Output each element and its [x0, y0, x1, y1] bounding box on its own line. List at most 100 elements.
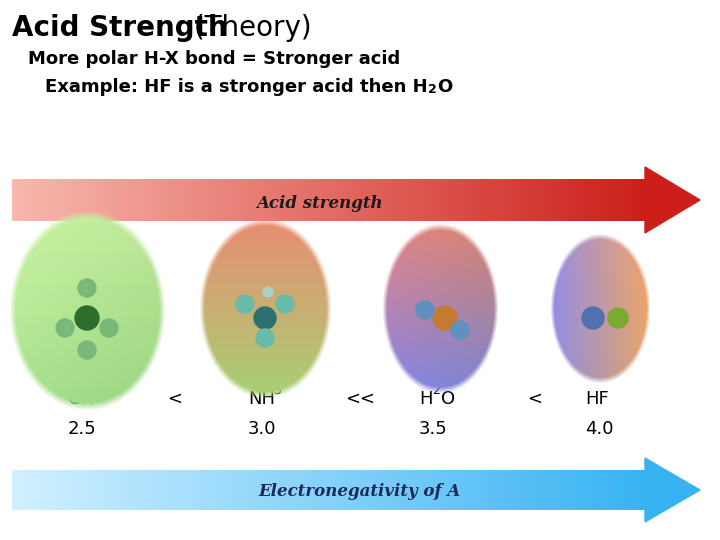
Bar: [406, 470, 408, 510]
Bar: [96, 179, 99, 221]
Bar: [330, 470, 332, 510]
Bar: [512, 179, 514, 221]
Bar: [99, 179, 102, 221]
Bar: [298, 179, 300, 221]
Bar: [78, 470, 80, 510]
Bar: [112, 179, 114, 221]
Bar: [109, 470, 112, 510]
Bar: [454, 470, 457, 510]
Bar: [575, 470, 577, 510]
Bar: [427, 470, 430, 510]
Text: 2: 2: [428, 83, 437, 96]
Bar: [298, 470, 300, 510]
Bar: [567, 179, 570, 221]
Circle shape: [236, 295, 254, 313]
Bar: [94, 179, 97, 221]
Bar: [361, 470, 364, 510]
Bar: [382, 470, 385, 510]
Bar: [65, 179, 68, 221]
Bar: [245, 179, 248, 221]
Bar: [283, 470, 286, 510]
Bar: [344, 470, 347, 510]
Bar: [366, 179, 368, 221]
Bar: [594, 179, 597, 221]
Bar: [528, 179, 531, 221]
Bar: [348, 179, 351, 221]
Bar: [213, 179, 216, 221]
Bar: [541, 470, 544, 510]
Bar: [510, 470, 512, 510]
Bar: [490, 179, 493, 221]
Bar: [310, 179, 313, 221]
Circle shape: [100, 319, 118, 337]
Bar: [384, 470, 387, 510]
Bar: [200, 179, 203, 221]
Bar: [175, 179, 178, 221]
Bar: [179, 179, 182, 221]
Bar: [418, 179, 421, 221]
Bar: [438, 470, 440, 510]
Bar: [228, 470, 230, 510]
Bar: [387, 470, 390, 510]
Bar: [448, 179, 451, 221]
Bar: [446, 470, 449, 510]
Bar: [391, 470, 394, 510]
Bar: [531, 470, 534, 510]
Bar: [67, 470, 70, 510]
Bar: [598, 179, 601, 221]
Bar: [69, 470, 72, 510]
Bar: [266, 470, 269, 510]
Bar: [186, 179, 188, 221]
Bar: [384, 179, 387, 221]
Bar: [643, 179, 646, 221]
Bar: [459, 179, 462, 221]
Bar: [319, 179, 322, 221]
Bar: [620, 179, 622, 221]
Bar: [438, 179, 440, 221]
Bar: [281, 179, 284, 221]
Bar: [374, 470, 377, 510]
Bar: [264, 470, 266, 510]
Text: HF: HF: [585, 390, 608, 408]
Bar: [505, 179, 508, 221]
Bar: [533, 179, 536, 221]
Bar: [143, 470, 146, 510]
Text: H: H: [419, 390, 433, 408]
Bar: [260, 470, 262, 510]
Text: Example: HF is a stronger acid then H: Example: HF is a stronger acid then H: [45, 78, 428, 96]
Bar: [89, 470, 91, 510]
Bar: [217, 179, 220, 221]
Bar: [336, 179, 338, 221]
Bar: [177, 179, 180, 221]
Bar: [253, 470, 256, 510]
Bar: [463, 179, 466, 221]
Text: (Theory): (Theory): [185, 14, 312, 42]
Bar: [541, 179, 544, 221]
Bar: [370, 179, 372, 221]
Bar: [429, 179, 432, 221]
Bar: [215, 179, 218, 221]
Bar: [141, 470, 144, 510]
Bar: [217, 470, 220, 510]
Bar: [524, 179, 527, 221]
Bar: [114, 470, 116, 510]
Bar: [105, 470, 108, 510]
Bar: [90, 470, 93, 510]
Bar: [35, 179, 38, 221]
Bar: [272, 179, 275, 221]
Circle shape: [416, 301, 434, 319]
Bar: [272, 470, 275, 510]
Bar: [544, 179, 546, 221]
Bar: [137, 470, 140, 510]
Bar: [48, 470, 50, 510]
Bar: [126, 179, 129, 221]
Bar: [395, 470, 398, 510]
Bar: [484, 470, 487, 510]
Bar: [308, 470, 311, 510]
Bar: [603, 470, 606, 510]
Bar: [236, 179, 239, 221]
Bar: [14, 470, 17, 510]
Circle shape: [433, 306, 457, 330]
Bar: [230, 470, 233, 510]
Bar: [114, 179, 116, 221]
